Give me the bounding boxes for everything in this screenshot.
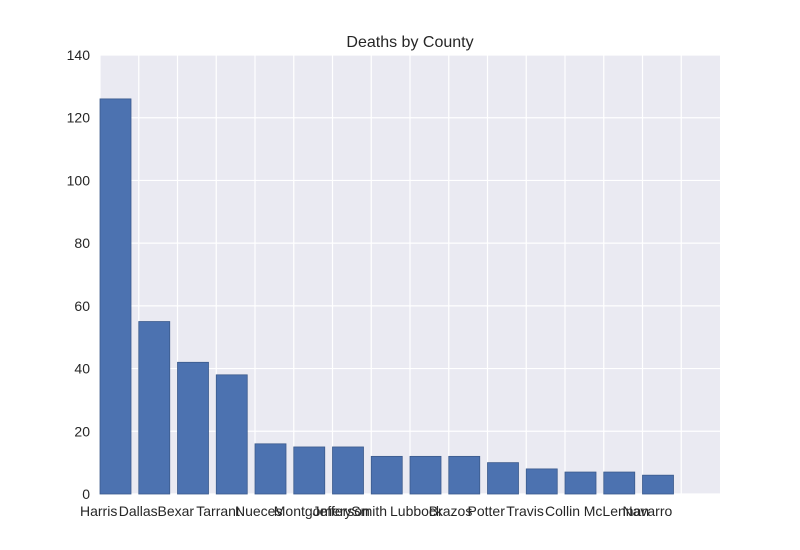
- y-tick-label: 140: [67, 47, 91, 63]
- x-tick-label: Collin: [545, 503, 580, 519]
- y-tick-label: 20: [74, 423, 90, 439]
- y-tick-label: 80: [74, 235, 90, 251]
- x-tick-label: Potter: [468, 503, 506, 519]
- bar-mclennan: [603, 471, 636, 495]
- x-tick-label: Smith: [351, 503, 387, 519]
- x-tick-labels: Harris Dallas Bexar TarrantNuecesMontgomery…: [80, 503, 673, 519]
- x-tick-label: Brazos: [429, 503, 473, 519]
- bar-bexar: [177, 361, 209, 495]
- bar-montgomery: [293, 446, 326, 495]
- x-tick-label: Harris: [80, 503, 117, 519]
- x-tick-label: Nueces: [235, 503, 282, 519]
- bar-collin: [564, 471, 597, 495]
- bar-brazos: [448, 455, 481, 495]
- x-tick-label: Navarro: [623, 503, 673, 519]
- x-tick-label: Jefferson: [313, 503, 370, 519]
- x-tick-label: Travis: [506, 503, 544, 519]
- x-tick-label: McLennan: [584, 503, 649, 519]
- bar-harris: [99, 98, 132, 495]
- bar-navarro: [642, 474, 674, 495]
- y-tick-labels: 0 20 40 60 80 100 120 140: [67, 47, 91, 502]
- bars: [99, 98, 674, 495]
- y-tick-label: 120: [67, 110, 91, 126]
- y-tick-label: 40: [74, 361, 90, 377]
- x-tick-label: Tarrant: [196, 503, 240, 519]
- y-tick-label: 100: [67, 172, 91, 188]
- x-tick-label: Lubbock: [390, 503, 444, 519]
- bar-jefferson: [332, 446, 364, 495]
- x-tick-label: Montgomery: [274, 503, 352, 519]
- bar-dallas: [138, 321, 171, 495]
- bar-nueces: [254, 443, 287, 495]
- bar-lubbock: [409, 455, 442, 495]
- bar-smith: [370, 455, 403, 495]
- x-tick-label: Bexar: [158, 503, 195, 519]
- bar-travis: [525, 468, 558, 495]
- x-tick-label: Dallas: [119, 503, 158, 519]
- bar-potter: [487, 462, 519, 495]
- y-tick-label: 0: [82, 486, 90, 502]
- chart-title: Deaths by County: [346, 34, 473, 51]
- y-tick-label: 60: [74, 298, 90, 314]
- bar-tarrant: [215, 374, 248, 495]
